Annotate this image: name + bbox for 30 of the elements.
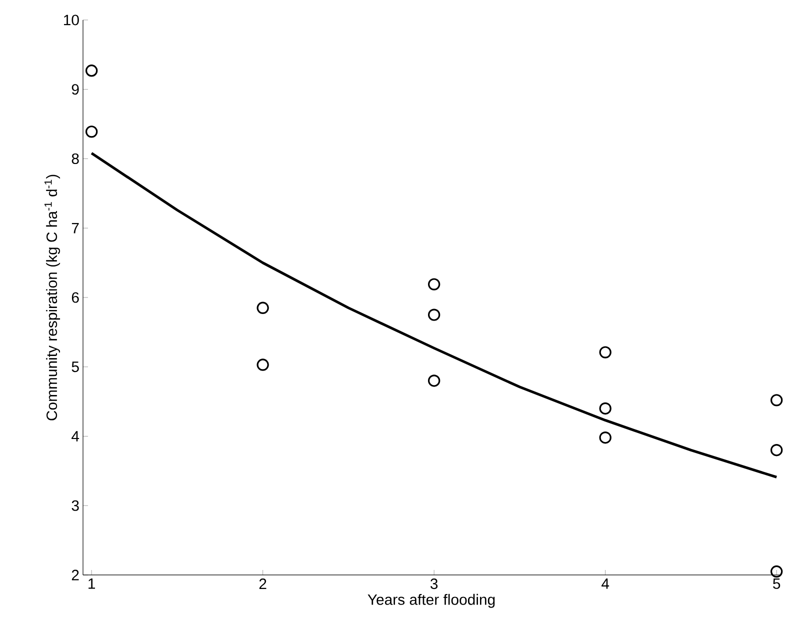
y-tick-label: 4 bbox=[72, 431, 80, 442]
point bbox=[428, 374, 440, 387]
x-tick-label: 4 bbox=[602, 578, 610, 589]
point bbox=[256, 358, 269, 371]
y-tick-label: 10 bbox=[64, 14, 79, 26]
y-tick-label: 6 bbox=[72, 292, 79, 303]
x-tick-label: 5 bbox=[773, 578, 780, 589]
x-tick-label: 3 bbox=[430, 578, 438, 590]
point bbox=[85, 126, 98, 138]
point bbox=[770, 444, 783, 456]
y-axis-title: Community respiration (kg C ha$^{-1}$ d$^{-1}$) bbox=[44, 174, 60, 420]
point bbox=[770, 565, 783, 578]
y-tick-label: 2 bbox=[72, 570, 79, 580]
y-tick-label: 7 bbox=[72, 222, 79, 234]
point bbox=[770, 394, 783, 406]
point bbox=[599, 346, 612, 358]
y-tick-label: 5 bbox=[72, 362, 79, 372]
x-tick-label: 2 bbox=[259, 578, 266, 589]
point bbox=[428, 308, 440, 321]
x-tick-label: 1 bbox=[88, 578, 95, 589]
point bbox=[85, 64, 98, 77]
point bbox=[599, 402, 612, 415]
point bbox=[256, 302, 269, 314]
x-axis-title: Years after flooding bbox=[368, 594, 495, 608]
y-tick-label: 9 bbox=[72, 84, 79, 95]
point bbox=[428, 278, 440, 290]
line-series bbox=[90, 152, 778, 478]
y-tick-label: 8 bbox=[72, 153, 79, 164]
y-tick-label: 3 bbox=[72, 500, 79, 511]
point bbox=[599, 432, 612, 444]
